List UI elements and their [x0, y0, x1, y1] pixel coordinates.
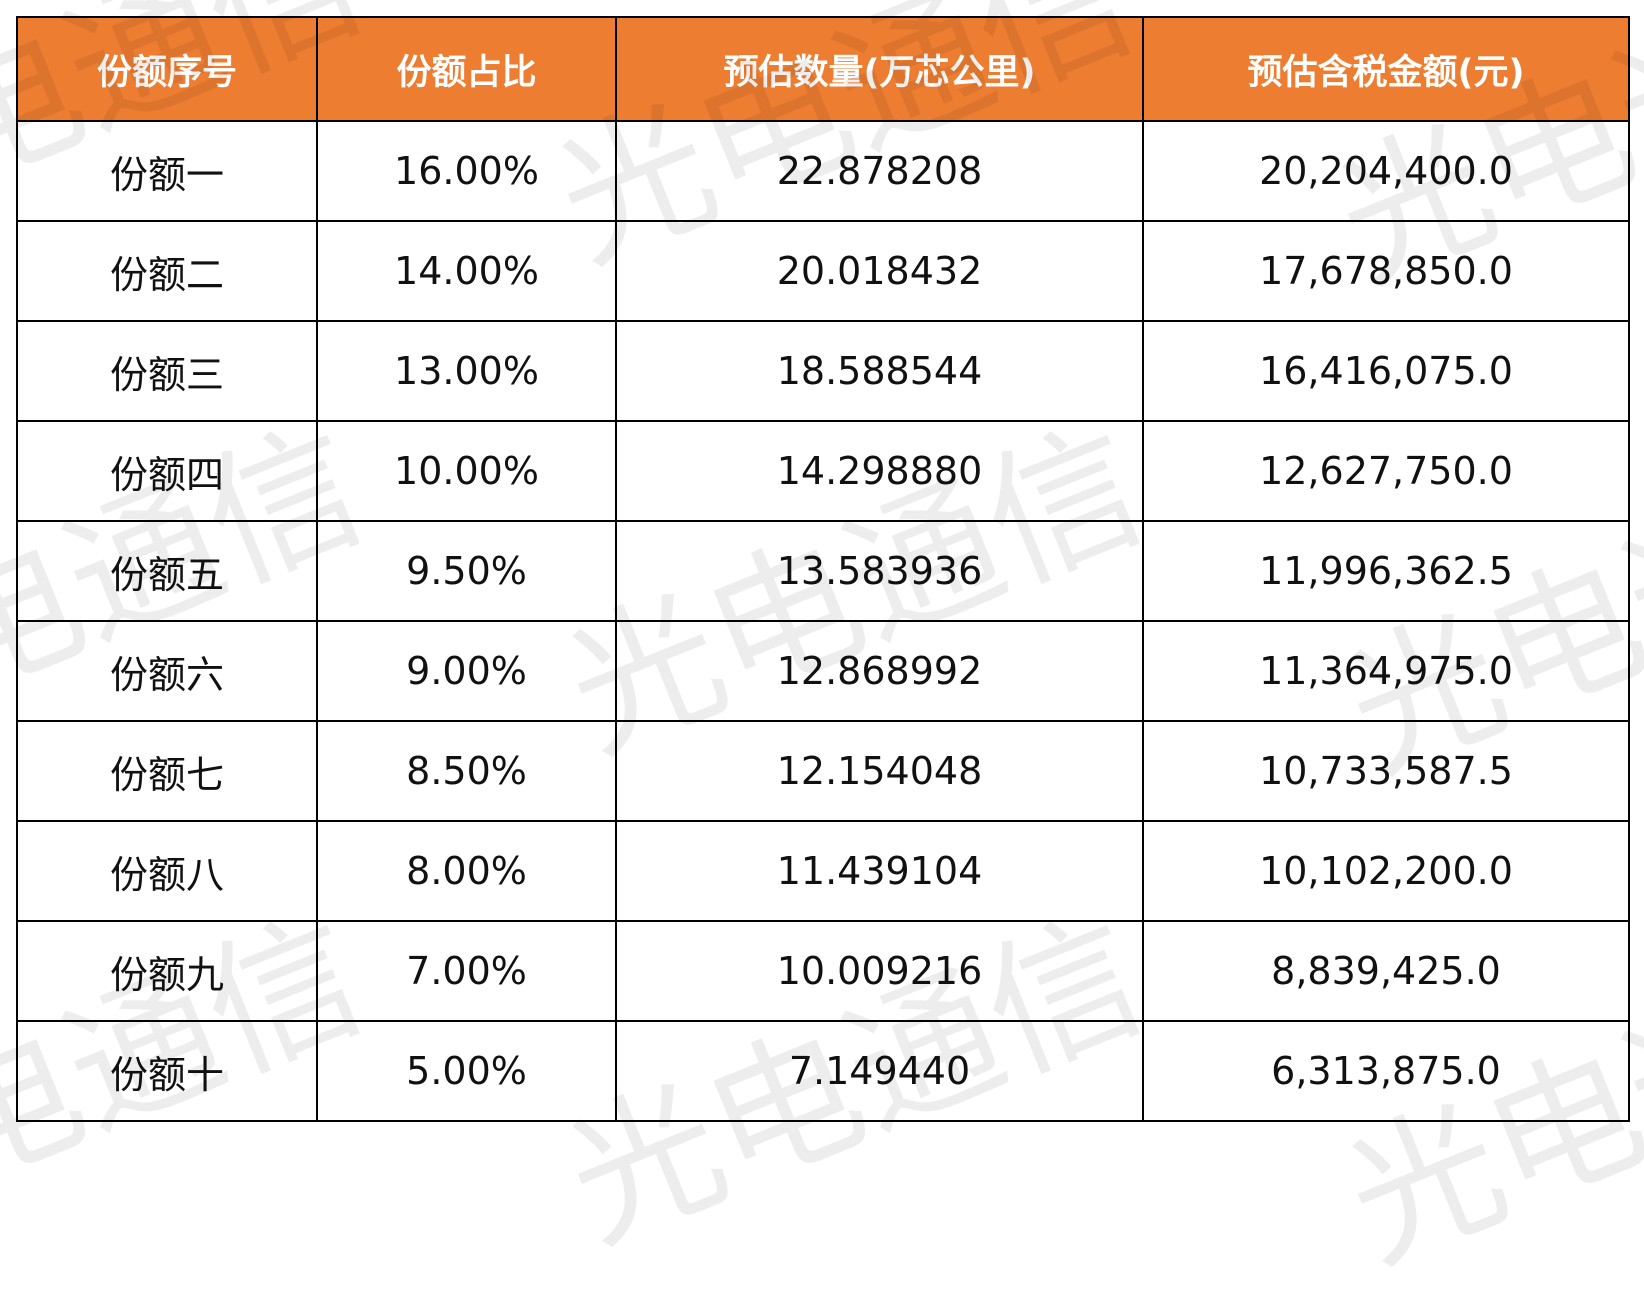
table-row: 份额四 10.00% 14.298880 12,627,750.0 [16, 420, 1630, 522]
cell-estimated-quantity: 18.588544 [615, 320, 1144, 422]
cell-estimated-amount: 6,313,875.0 [1142, 1020, 1630, 1122]
cell-estimated-amount: 11,996,362.5 [1142, 520, 1630, 622]
cell-quota-share: 9.00% [316, 620, 617, 722]
cell-quota-number: 份额五 [16, 520, 318, 622]
cell-quota-share: 10.00% [316, 420, 617, 522]
table-row: 份额三 13.00% 18.588544 16,416,075.0 [16, 320, 1630, 422]
header-estimated-amount: 预估含税金额(元) [1142, 16, 1630, 122]
cell-quota-share: 14.00% [316, 220, 617, 322]
cell-quota-number: 份额七 [16, 720, 318, 822]
cell-estimated-amount: 8,839,425.0 [1142, 920, 1630, 1022]
cell-quota-number: 份额四 [16, 420, 318, 522]
table-row: 份额一 16.00% 22.878208 20,204,400.0 [16, 120, 1630, 222]
table-row: 份额九 7.00% 10.009216 8,839,425.0 [16, 920, 1630, 1022]
header-quota-number: 份额序号 [16, 16, 318, 122]
cell-estimated-amount: 17,678,850.0 [1142, 220, 1630, 322]
cell-estimated-quantity: 10.009216 [615, 920, 1144, 1022]
cell-quota-share: 9.50% [316, 520, 617, 622]
cell-quota-number: 份额六 [16, 620, 318, 722]
table-row: 份额二 14.00% 20.018432 17,678,850.0 [16, 220, 1630, 322]
cell-quota-share: 5.00% [316, 1020, 617, 1122]
cell-estimated-amount: 16,416,075.0 [1142, 320, 1630, 422]
cell-quota-number: 份额十 [16, 1020, 318, 1122]
cell-quota-number: 份额八 [16, 820, 318, 922]
table-row: 份额五 9.50% 13.583936 11,996,362.5 [16, 520, 1630, 622]
header-row: 份额序号 份额占比 预估数量(万芯公里) 预估含税金额(元) [16, 16, 1630, 122]
cell-estimated-quantity: 12.154048 [615, 720, 1144, 822]
header-quota-share: 份额占比 [316, 16, 617, 122]
table-row: 份额八 8.00% 11.439104 10,102,200.0 [16, 820, 1630, 922]
cell-quota-share: 13.00% [316, 320, 617, 422]
table-row: 份额十 5.00% 7.149440 6,313,875.0 [16, 1020, 1630, 1122]
cell-estimated-quantity: 14.298880 [615, 420, 1144, 522]
cell-quota-number: 份额三 [16, 320, 318, 422]
cell-quota-share: 7.00% [316, 920, 617, 1022]
cell-quota-number: 份额二 [16, 220, 318, 322]
cell-estimated-quantity: 20.018432 [615, 220, 1144, 322]
cell-estimated-amount: 11,364,975.0 [1142, 620, 1630, 722]
cell-estimated-amount: 20,204,400.0 [1142, 120, 1630, 222]
cell-estimated-quantity: 7.149440 [615, 1020, 1144, 1122]
table-row: 份额七 8.50% 12.154048 10,733,587.5 [16, 720, 1630, 822]
cell-estimated-quantity: 22.878208 [615, 120, 1144, 222]
cell-quota-share: 8.00% [316, 820, 617, 922]
table-row: 份额六 9.00% 12.868992 11,364,975.0 [16, 620, 1630, 722]
quota-table: 份额序号 份额占比 预估数量(万芯公里) 预估含税金额(元) 份额一 16.00%… [16, 16, 1630, 1122]
cell-estimated-amount: 12,627,750.0 [1142, 420, 1630, 522]
cell-estimated-quantity: 13.583936 [615, 520, 1144, 622]
cell-quota-number: 份额九 [16, 920, 318, 1022]
cell-estimated-quantity: 12.868992 [615, 620, 1144, 722]
cell-quota-number: 份额一 [16, 120, 318, 222]
header-estimated-quantity: 预估数量(万芯公里) [615, 16, 1144, 122]
cell-quota-share: 16.00% [316, 120, 617, 222]
cell-quota-share: 8.50% [316, 720, 617, 822]
cell-estimated-amount: 10,102,200.0 [1142, 820, 1630, 922]
cell-estimated-quantity: 11.439104 [615, 820, 1144, 922]
cell-estimated-amount: 10,733,587.5 [1142, 720, 1630, 822]
